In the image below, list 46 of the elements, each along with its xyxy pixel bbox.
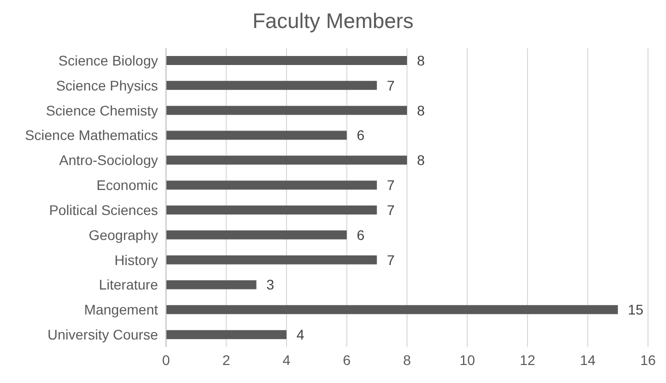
x-tick-label: 16 [640,352,656,368]
bar [166,80,377,90]
data-label: 7 [386,77,395,94]
x-tick-label: 2 [222,352,230,368]
data-label: 7 [386,202,395,218]
bar [166,280,256,290]
x-tick-label: 12 [520,352,536,368]
bar [166,56,407,65]
bar [166,156,407,165]
data-label: 8 [417,102,425,118]
x-tick-label: 0 [162,352,170,368]
data-label: 4 [296,326,304,343]
bar [166,330,286,340]
bar [166,130,347,140]
y-tick-label: Science Physics [56,77,158,94]
data-label: 6 [356,127,365,144]
y-tick-label: Literature [98,276,158,293]
y-tick-label: Antro-Sociology [59,152,158,168]
y-tick-label: Science Biology [58,52,158,68]
x-tick-label: 6 [342,352,351,368]
data-label: 8 [417,52,425,68]
data-label: 8 [417,152,425,168]
y-tick-label: Economic [96,177,158,194]
x-tick-label: 8 [403,352,412,368]
bar [166,180,377,190]
data-label: 15 [628,302,644,318]
y-tick-label: Political Sciences [49,202,158,218]
data-label: 7 [386,177,395,194]
y-tick-label: Mangement [84,302,158,318]
bar [166,106,407,115]
y-tick-label: Geography [88,226,158,243]
bar [166,206,377,214]
x-tick-label: 10 [459,352,476,368]
y-tick-label: Science Mathematics [24,127,158,144]
y-tick-label: History [114,252,158,268]
bar [166,255,377,264]
bar [166,230,347,240]
data-label: 6 [356,226,365,243]
y-tick-label: University Course [48,326,158,343]
y-tick-label: Science Chemisty [46,102,158,118]
data-label: 7 [386,252,395,268]
bar [166,305,618,314]
x-tick-label: 14 [580,352,596,368]
x-tick-label: 4 [282,352,291,368]
data-label: 3 [266,276,274,293]
chart-title: Faculty Members [251,9,415,35]
